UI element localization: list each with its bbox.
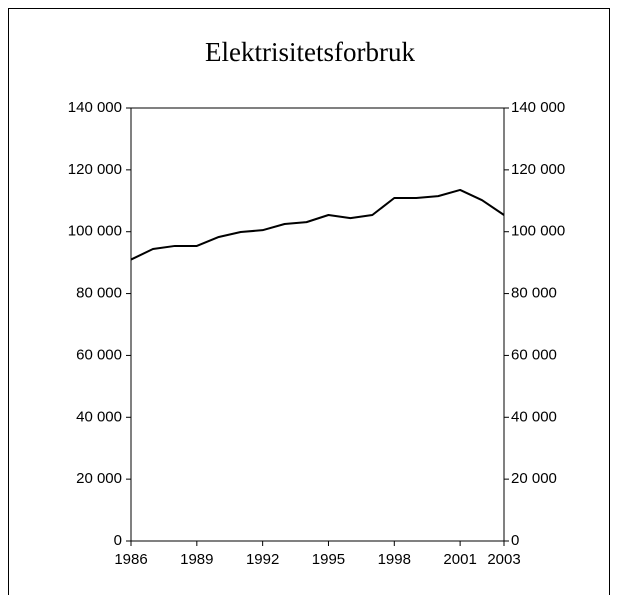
- frame: [8, 8, 610, 595]
- y-tick-label: 140 000: [68, 99, 122, 116]
- y-tick-label: 60 000: [76, 346, 122, 363]
- y-tick-label: 120 000: [68, 161, 122, 178]
- line: [130, 188, 505, 261]
- chart-title: Elektrisitetsforbruk: [205, 37, 415, 67]
- x-tick-label: 2001: [443, 551, 476, 568]
- y2-tick-label: 40 000: [511, 408, 557, 425]
- y2-tick-label: 60 000: [511, 346, 557, 363]
- y2-tick-label: 0: [511, 532, 519, 549]
- y2-tick-label: 120 000: [511, 161, 565, 178]
- y2-tick-label: 100 000: [511, 223, 565, 240]
- x-tick-label: 1995: [312, 551, 345, 568]
- x-tick-label: 1989: [180, 551, 213, 568]
- x-tick-label: 1986: [114, 551, 147, 568]
- x-tick-label: 1998: [378, 551, 411, 568]
- y-tick-label: 0: [114, 532, 122, 549]
- y2-tick-label: 80 000: [511, 285, 557, 302]
- y-tick-label: 100 000: [68, 223, 122, 240]
- y2-tick-label: 140 000: [511, 99, 565, 116]
- y2-tick-label: 20 000: [511, 470, 557, 487]
- y-tick-label: 20 000: [76, 470, 122, 487]
- plot-area: [130, 107, 505, 542]
- y-tick-label: 80 000: [76, 285, 122, 302]
- x-tick-label: 2003: [487, 551, 520, 568]
- y-tick-label: 40 000: [76, 408, 122, 425]
- x-tick-label: 1992: [246, 551, 279, 568]
